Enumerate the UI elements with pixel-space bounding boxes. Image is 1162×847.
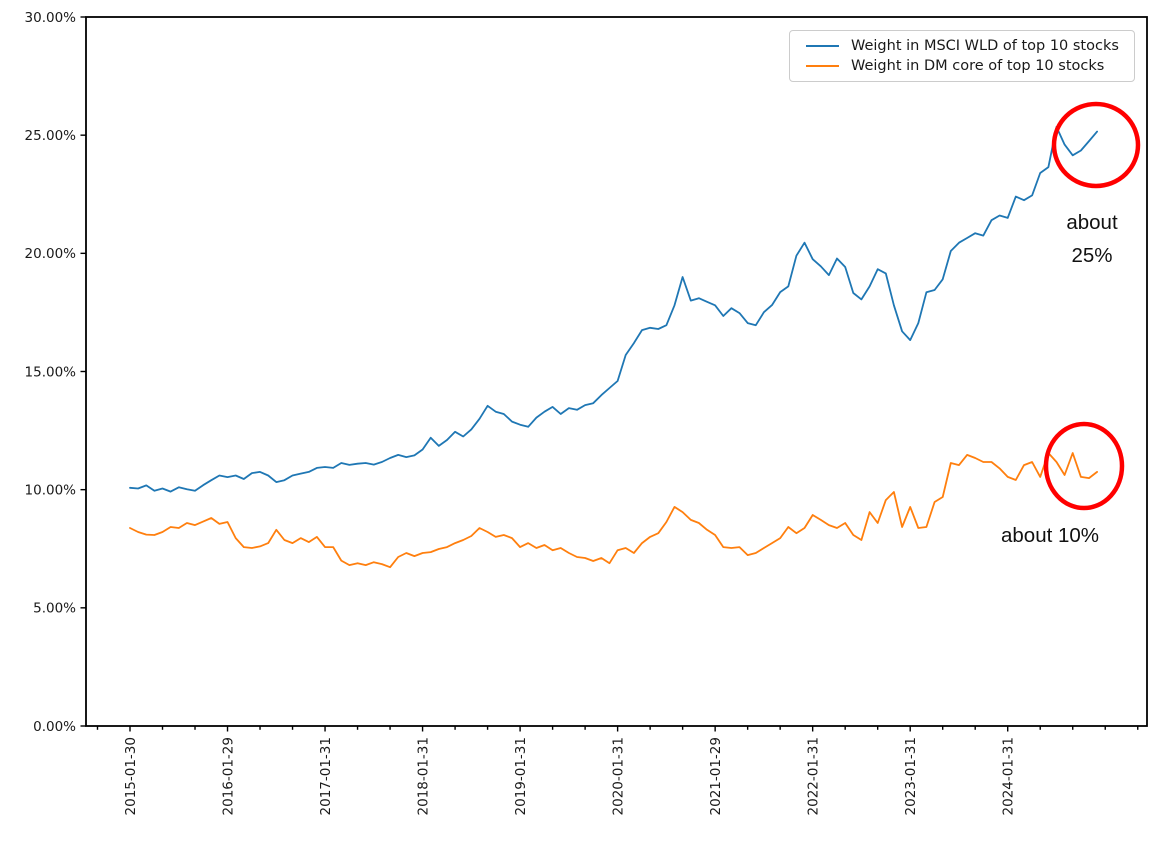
x-tick-label: 2016-01-29 [220,737,236,815]
series-line-dm-core [129,452,1098,569]
annotation-about-25pct: about 25% [1045,206,1139,272]
legend-label: Weight in MSCI WLD of top 10 stocks [851,38,1119,54]
axes-frame [85,16,1148,727]
x-tick-label: 2022-01-31 [805,737,821,815]
y-tick-label: 25.00% [25,128,77,144]
legend-item-msci-wld: Weight in MSCI WLD of top 10 stocks [798,39,1126,54]
x-tick-label: 2017-01-31 [318,737,334,815]
y-tick-label: 30.00% [25,10,77,26]
series-line-msci-wld [129,126,1098,493]
y-tick-label: 5.00% [33,601,76,617]
x-tick-label: 2020-01-31 [610,737,626,815]
legend-item-dm-core: Weight in DM core of top 10 stocks [798,57,1126,74]
legend-label: Weight in DM core of top 10 stocks [851,57,1105,74]
x-tick-label: 2021-01-29 [708,737,724,815]
x-tick-label: 2023-01-31 [903,737,919,815]
x-tick-label: 2018-01-31 [415,737,431,815]
legend: Weight in MSCI WLD of top 10 stocks Weig… [789,30,1135,82]
annotation-text-line: about [1066,211,1118,234]
legend-line-sample-blue [806,45,839,48]
annotation-circle-top [1051,101,1141,189]
y-tick-label: 0.00% [33,719,76,735]
annotation-about-10pct: about 10% [983,523,1117,549]
x-tick-label: 2015-01-30 [123,737,139,815]
y-tick-label: 10.00% [25,482,77,498]
x-tick-label: 2019-01-31 [513,737,529,815]
y-tick-label: 20.00% [25,246,77,262]
y-tick-label: 15.00% [25,364,77,380]
legend-line-sample-orange [806,64,839,67]
annotation-text-line: 25% [1071,244,1113,267]
annotation-text-line: about 10% [1000,524,1100,547]
annotation-circle-bottom [1043,421,1125,511]
x-tick-label: 2024-01-31 [1001,737,1017,815]
